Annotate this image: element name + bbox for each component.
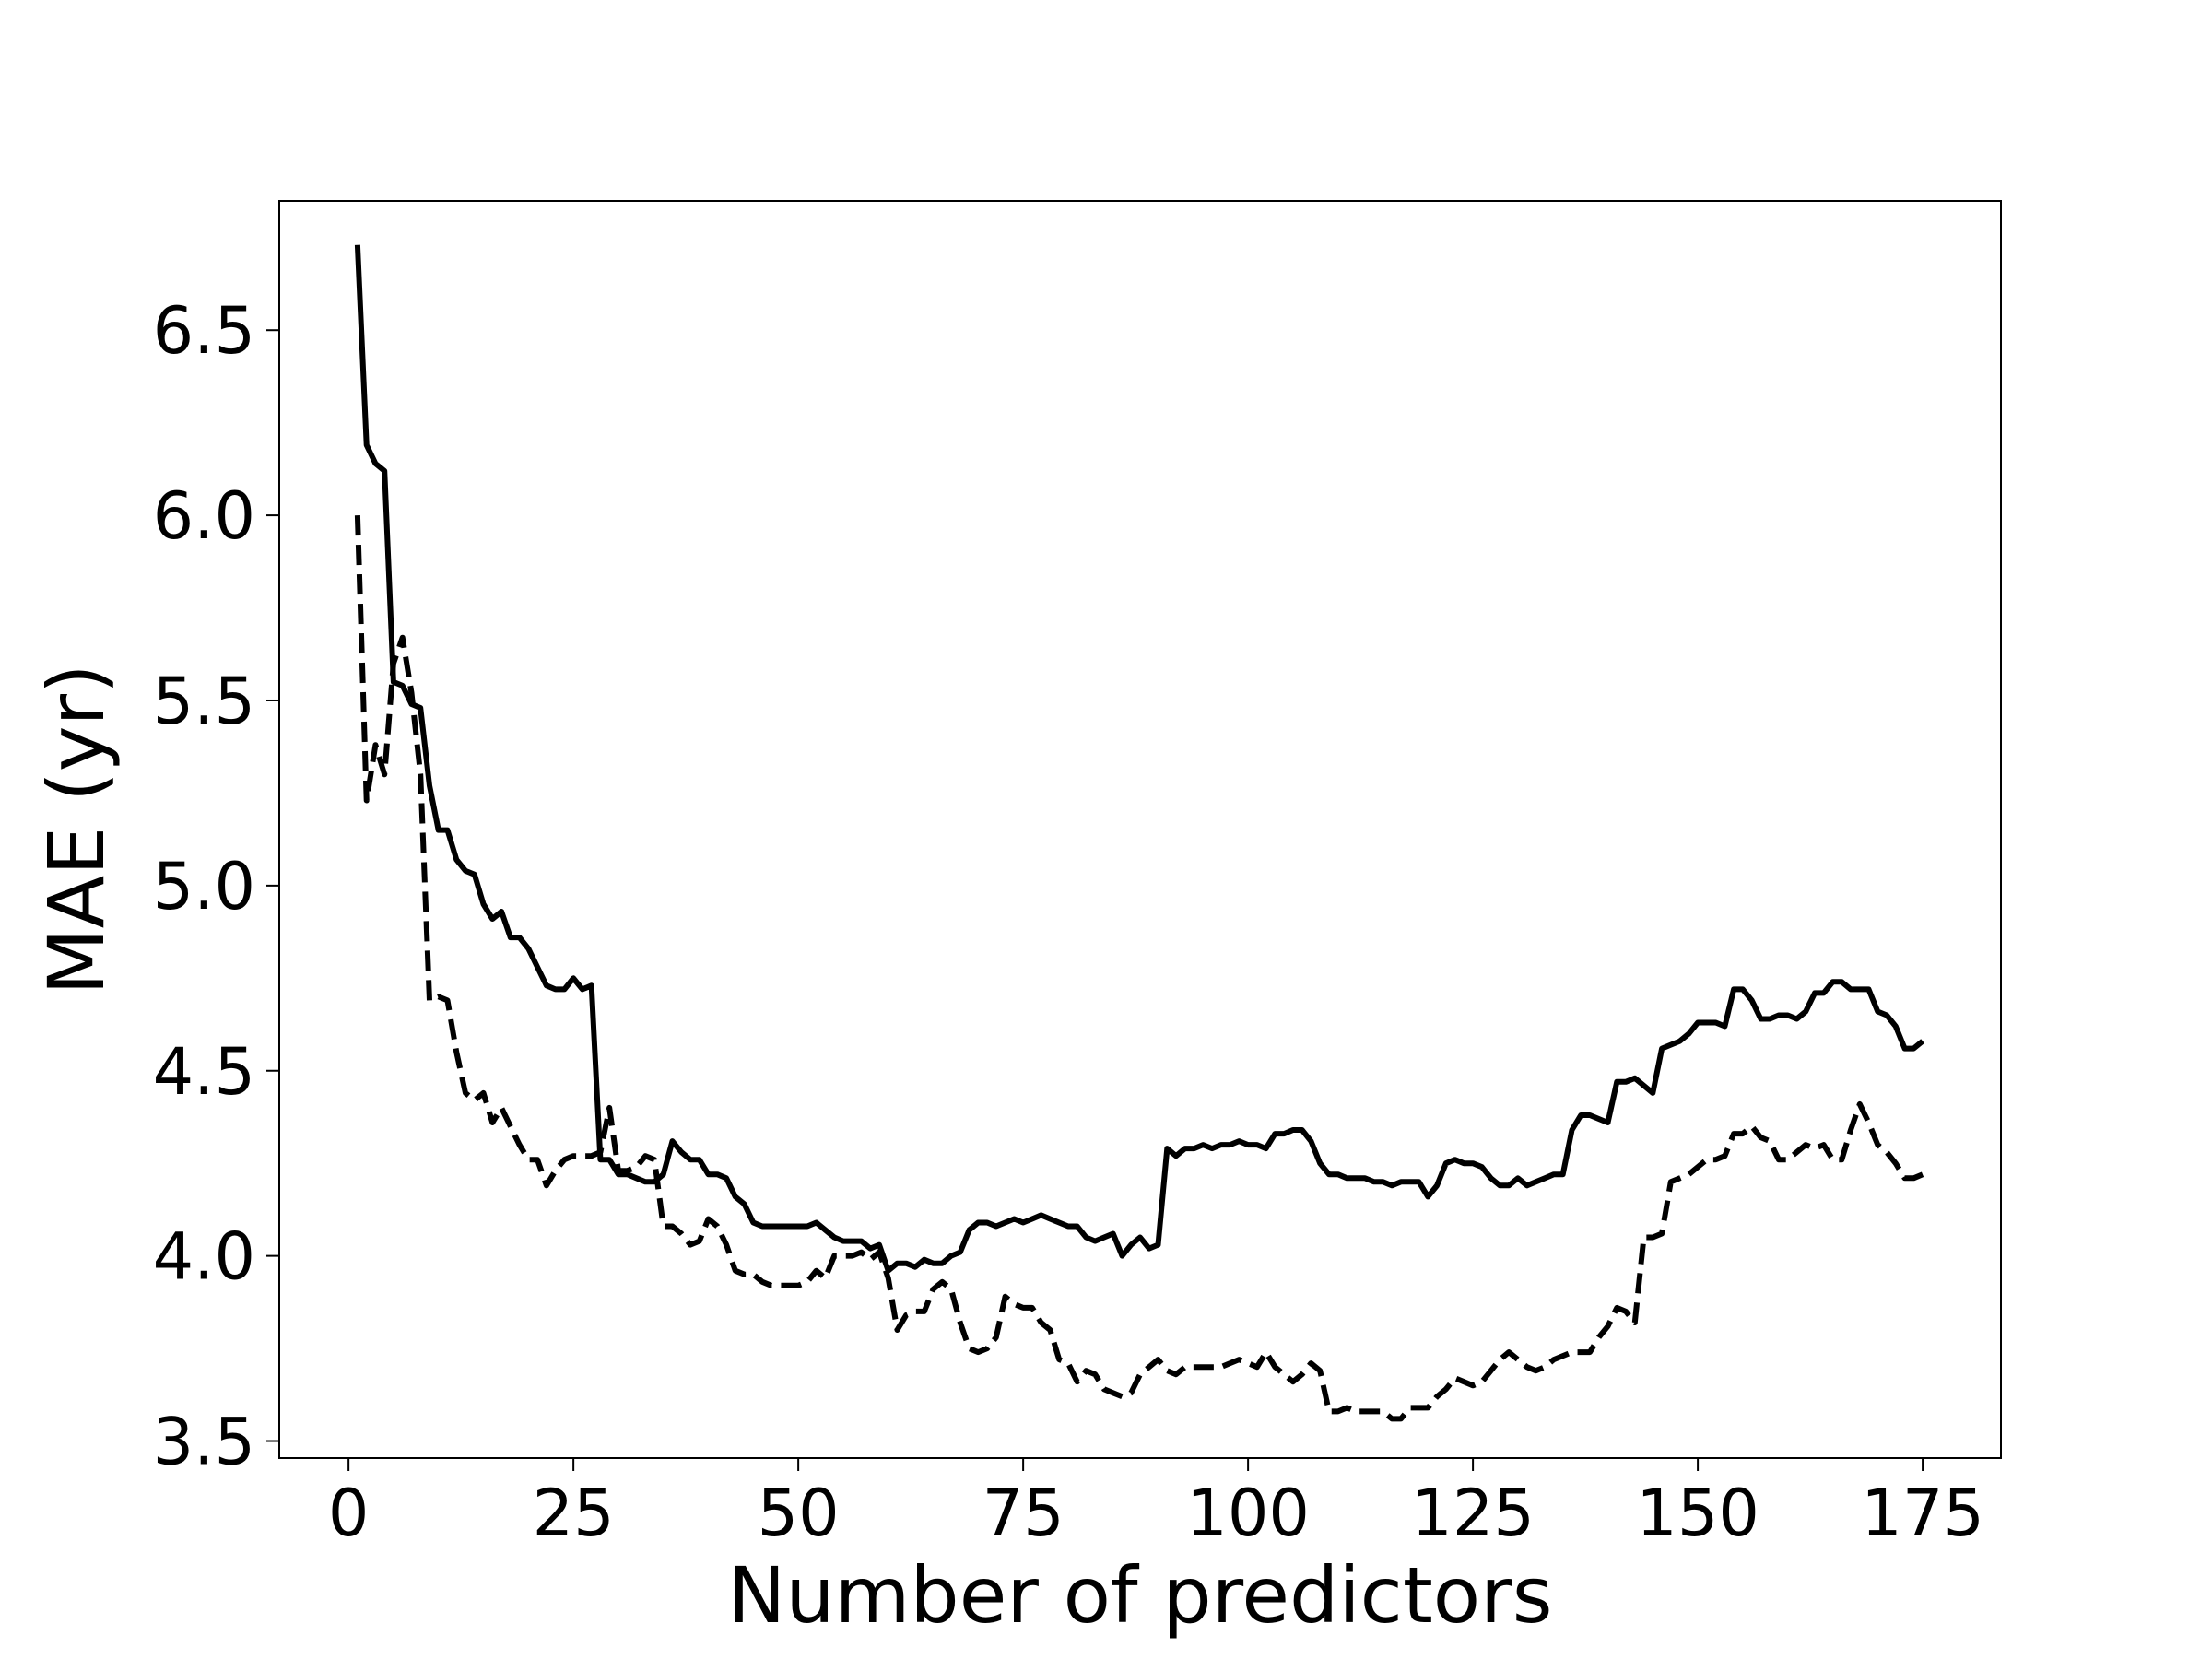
x-axis-label: Number of predictors [728,1550,1553,1641]
x-tick-label: 50 [758,1476,840,1551]
x-tick-label: 150 [1636,1476,1759,1551]
x-tick-label: 125 [1411,1476,1535,1551]
line-series [354,244,1924,1274]
y-tick-label: 5.5 [153,664,255,739]
y-tick-label: 4.5 [153,1034,255,1110]
x-tick-label: 0 [328,1476,370,1551]
plot-frame [278,200,2002,1459]
y-tick-label: 6.5 [153,293,255,369]
y-tick-label: 5.0 [153,849,255,924]
y-tick-label: 3.5 [153,1405,255,1480]
x-tick-label: 175 [1861,1476,1984,1551]
y-tick-label: 4.0 [153,1219,255,1295]
x-tick-label: 25 [533,1476,615,1551]
line-series [354,515,1924,1422]
y-tick-label: 6.0 [153,478,255,554]
x-tick-label: 75 [982,1476,1065,1551]
y-axis-label: MAE (yr) [31,664,122,995]
x-tick-label: 100 [1186,1476,1310,1551]
